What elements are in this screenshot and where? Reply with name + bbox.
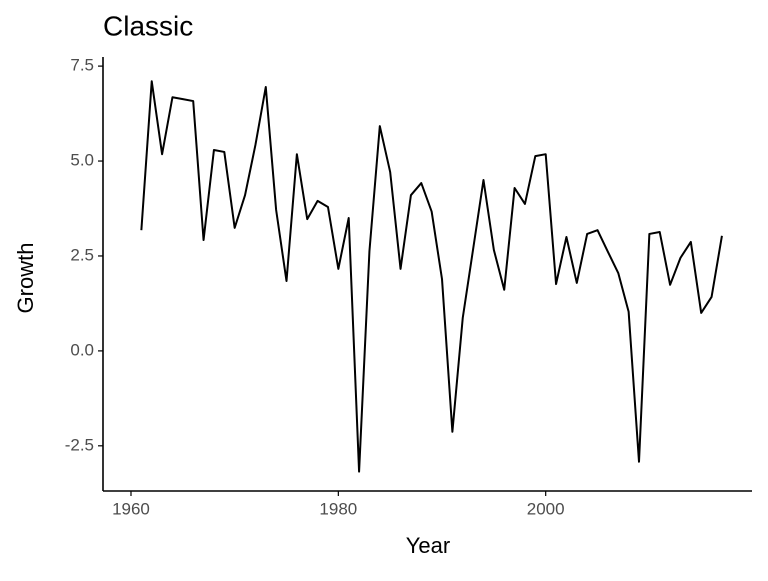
x-tick-label: 1980 [319,499,357,518]
y-tick-label: 2.5 [70,245,94,264]
chart-title: Classic [103,10,193,41]
y-tick-label: -2.5 [65,435,94,454]
y-tick-label: 5.0 [70,151,94,170]
x-tick-label: 1960 [112,499,150,518]
y-tick-label: 0.0 [70,340,94,359]
y-axis-title: Growth [13,243,38,314]
x-tick-label: 2000 [527,499,565,518]
line [140,80,723,473]
y-tick-label: 7.5 [70,56,94,75]
x-axis-title: Year [406,533,450,558]
